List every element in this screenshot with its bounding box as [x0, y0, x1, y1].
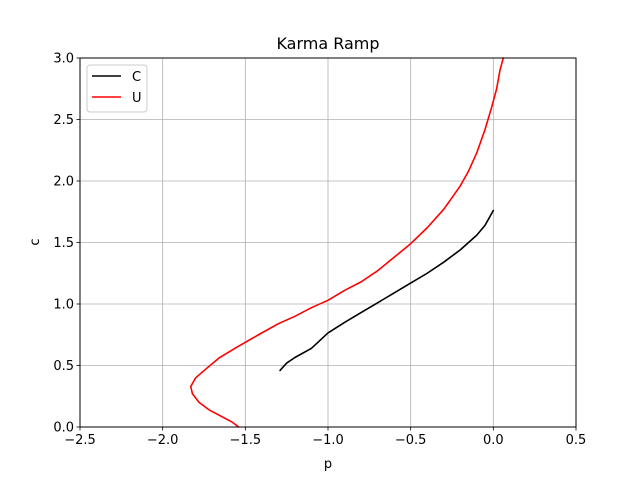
legend-label-c: C	[132, 70, 141, 85]
x-tick-label: 0.0	[483, 433, 504, 448]
y-axis-label: c	[28, 238, 43, 245]
x-tick-label: −0.5	[395, 433, 427, 448]
y-tick-label: 0.0	[53, 421, 74, 436]
axis-ticks: −2.5 −2.0 −1.5 −1.0 −0.5 0.0 0.5 0.0 0.5 1.0 1.5 2.…	[53, 52, 586, 449]
chart-title: Karma Ramp	[276, 34, 379, 53]
series-group	[189, 57, 505, 428]
y-tick-label: 2.0	[53, 175, 74, 190]
y-tick-label: 1.0	[53, 298, 74, 313]
x-tick-label: −2.0	[147, 433, 179, 448]
y-tick-label: 0.5	[53, 359, 74, 374]
series-line-c	[279, 209, 495, 372]
x-tick-label: −1.5	[230, 433, 262, 448]
y-tick-label: 3.0	[53, 52, 74, 67]
x-tick-label: −1.0	[312, 433, 344, 448]
legend: C U	[86, 64, 148, 113]
x-axis-label: p	[324, 457, 332, 472]
series-line-u	[189, 57, 505, 428]
y-tick-label: 1.5	[53, 236, 74, 251]
y-tick-label: 2.5	[53, 113, 74, 128]
x-tick-label: −2.5	[64, 433, 96, 448]
x-tick-label: 0.5	[566, 433, 587, 448]
legend-label-u: U	[132, 91, 142, 106]
